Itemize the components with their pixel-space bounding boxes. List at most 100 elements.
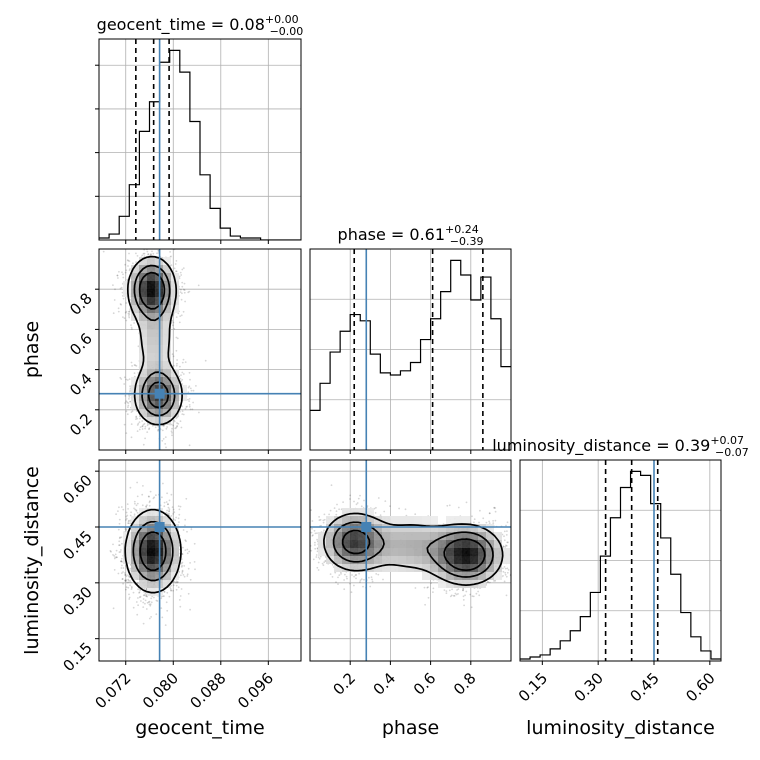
scatter-point (184, 524, 186, 527)
density-cell (131, 401, 139, 409)
scatter-point (186, 548, 189, 551)
scatter-point (133, 513, 136, 516)
scatter-point (190, 528, 193, 531)
scatter-point (162, 438, 165, 440)
scatter-point (186, 573, 189, 576)
scatter-point (182, 546, 184, 549)
scatter-point (181, 371, 184, 374)
scatter-point (143, 237, 145, 239)
scatter-point (128, 378, 131, 380)
scatter-point (117, 510, 119, 512)
scatter-point (113, 569, 116, 571)
scatter-point (125, 515, 128, 518)
scatter-point (135, 418, 137, 420)
scatter-point (180, 298, 183, 301)
scatter-point (146, 431, 149, 433)
scatter-point (135, 601, 138, 603)
density-cell (147, 273, 155, 281)
scatter-point (170, 430, 173, 433)
scatter-point (177, 422, 180, 425)
density-cell (163, 377, 171, 385)
scatter-point (182, 267, 185, 269)
scatter-point (141, 504, 144, 507)
scatter-point (135, 509, 138, 511)
scatter-point (128, 316, 131, 319)
scatter-point (172, 581, 175, 583)
scatter-point (180, 274, 183, 276)
density-cell (139, 289, 147, 297)
scatter-point (182, 529, 185, 531)
scatter-point (131, 328, 133, 330)
scatter-point (181, 569, 184, 572)
scatter-point (142, 252, 145, 255)
scatter-point (184, 539, 187, 542)
scatter-point (187, 592, 190, 595)
scatter-point (129, 400, 131, 403)
scatter-point (170, 589, 173, 592)
scatter-point (130, 326, 133, 329)
hist-step (99, 49, 301, 240)
density-cell (163, 369, 171, 377)
scatter-point (191, 408, 194, 411)
scatter-point (186, 530, 188, 533)
scatter-point (188, 398, 191, 400)
scatter-point (188, 400, 191, 402)
scatter-point (181, 383, 184, 385)
scatter-point (180, 380, 182, 383)
scatter-point (112, 543, 114, 546)
scatter-point (169, 251, 172, 253)
scatter-point (163, 591, 166, 593)
scatter-point (157, 428, 160, 431)
scatter-point (124, 579, 127, 581)
scatter-point (113, 299, 116, 301)
scatter-point (109, 550, 112, 552)
scatter-point (127, 315, 130, 317)
scatter-point (171, 434, 173, 437)
scatter-point (133, 507, 135, 510)
scatter-point (119, 536, 121, 539)
scatter-point (123, 317, 126, 320)
scatter-point (137, 422, 140, 425)
scatter-point (181, 361, 184, 364)
scatter-point (129, 385, 132, 388)
title-base: phase = 0.61 (338, 225, 445, 244)
scatter-point (125, 432, 128, 434)
scatter-point (146, 250, 149, 253)
scatter-point (144, 602, 146, 605)
scatter-point (168, 510, 171, 512)
scatter-point (152, 252, 155, 255)
scatter-point (139, 453, 141, 455)
scatter-point (181, 268, 184, 271)
scatter-point (127, 578, 130, 581)
scatter-point (124, 528, 127, 531)
scatter-point (119, 560, 122, 563)
scatter-point (160, 607, 163, 609)
density-cell (139, 305, 147, 313)
scatter-point (182, 358, 185, 361)
scatter-point (129, 268, 131, 270)
scatter-point (126, 278, 129, 281)
density-cell (147, 393, 155, 401)
scatter-point (180, 566, 183, 568)
scatter-point (118, 544, 120, 547)
scatter-point (142, 423, 145, 426)
density-cell (139, 409, 147, 417)
scatter-point (120, 560, 123, 562)
scatter-point (127, 394, 130, 396)
scatter-point (145, 588, 148, 591)
scatter-point (134, 502, 136, 505)
scatter-point (166, 426, 169, 428)
scatter-point (153, 496, 156, 499)
scatter-point (142, 594, 145, 597)
scatter-point (185, 540, 187, 543)
scatter-point (138, 591, 141, 593)
density-cell (147, 385, 155, 393)
scatter-point (129, 514, 132, 517)
panel-frame (98, 38, 302, 241)
scatter-point (160, 246, 162, 248)
scatter-point (136, 417, 139, 420)
scatter-point (166, 503, 169, 506)
scatter-point (147, 601, 150, 603)
contour-line (138, 271, 169, 409)
title-base: geocent_time = 0.08 (97, 15, 265, 35)
